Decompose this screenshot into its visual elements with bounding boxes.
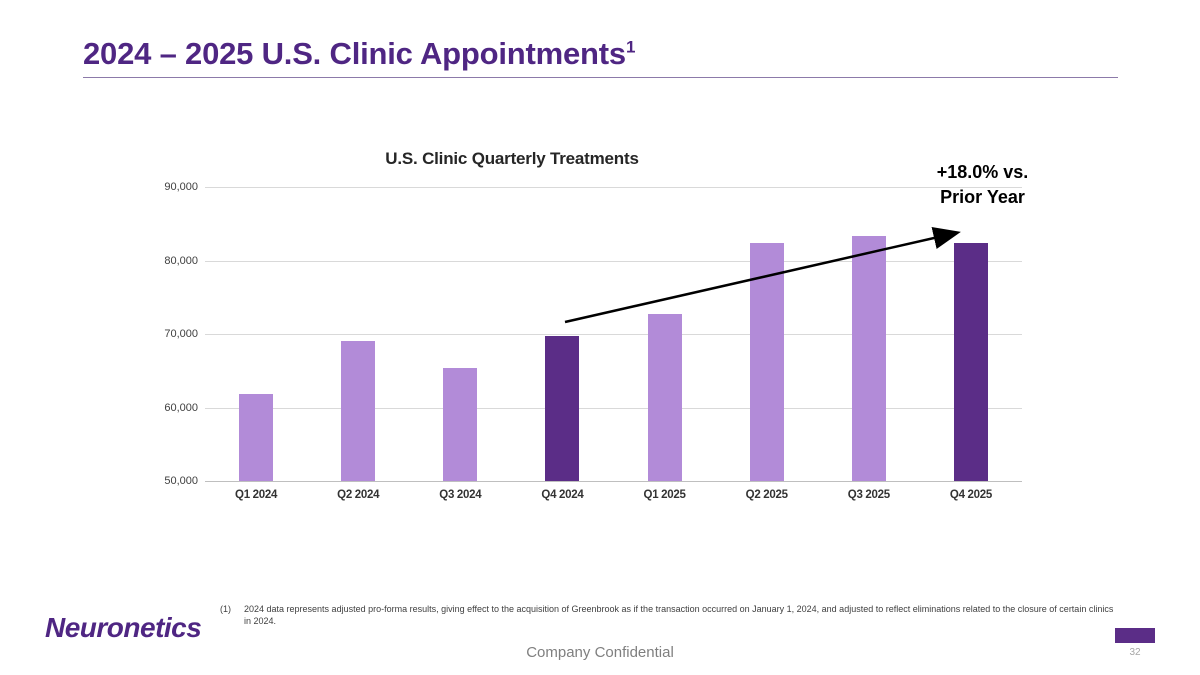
- gridline: [205, 407, 1022, 409]
- bar-column: [205, 187, 307, 481]
- bar-column: [920, 187, 1022, 481]
- x-tick-label: Q1 2024: [235, 489, 278, 501]
- bars: [205, 187, 1022, 481]
- bar-q2-2025: [749, 242, 784, 481]
- x-tick-label: Q3 2024: [439, 489, 482, 501]
- x-tick-label: Q3 2025: [847, 489, 890, 501]
- bar-q4-2024: [545, 335, 580, 481]
- growth-annotation-line2: Prior Year: [940, 187, 1025, 208]
- x-tick-label: Q1 2025: [643, 489, 686, 501]
- bar-column: [818, 187, 920, 481]
- y-tick-label: 50,000: [164, 475, 198, 487]
- bar-q4-2025: [953, 242, 988, 481]
- chart-title: U.S. Clinic Quarterly Treatments: [385, 149, 639, 168]
- x-axis-line: [205, 481, 1022, 482]
- page-number: 32: [1129, 647, 1141, 658]
- footer-confidential-label: Company Confidential: [526, 644, 674, 661]
- gridline: [205, 334, 1022, 335]
- page-number-tab: [1115, 628, 1155, 643]
- x-tick-label: Q2 2025: [745, 489, 788, 501]
- x-tick-label: Q2 2024: [337, 489, 380, 501]
- x-tick-label: Q4 2024: [541, 489, 584, 501]
- bar-q1-2025: [647, 314, 682, 481]
- footnote-text: 2024 data represents adjusted pro-forma …: [244, 604, 1114, 626]
- bar-q1-2024: [239, 394, 274, 481]
- slide-title-footnote-ref: 1: [625, 37, 636, 57]
- slide-title-text: 2024 – 2025 U.S. Clinic Appointments: [83, 36, 626, 71]
- x-tick-label: Q4 2025: [949, 489, 992, 501]
- y-tick-label: 90,000: [164, 181, 198, 193]
- y-axis-labels: 50,000 60,000 70,000 80,000 90,000: [120, 181, 198, 487]
- y-tick-label: 80,000: [164, 254, 198, 267]
- y-tick-label: 70,000: [164, 328, 198, 340]
- y-tick-label: 60,000: [164, 401, 198, 414]
- bar-column: [409, 187, 511, 481]
- footnote-marker: (1): [220, 604, 231, 614]
- bar-q3-2025: [851, 235, 886, 481]
- bar-column: [511, 187, 613, 481]
- gridline: [205, 187, 1022, 188]
- growth-annotation-line1: +18.0% vs.: [936, 162, 1029, 182]
- bar-q2-2024: [341, 341, 376, 481]
- bar-q3-2024: [443, 367, 478, 481]
- x-axis-labels: Q1 2024 Q2 2024 Q3 2024 Q4 2024 Q1 2025 Q2 20…: [205, 489, 1022, 501]
- bar-column: [307, 187, 409, 481]
- neuronetics-logo: Neuronetics: [45, 612, 202, 643]
- title-underline: [83, 77, 1118, 78]
- growth-annotation: +18.0% vs. Prior Year: [900, 160, 1065, 210]
- slide-title: 2024 – 2025 U.S. Clinic Appointments1: [83, 36, 635, 72]
- plot-area: [205, 187, 1022, 482]
- bar-column: [716, 187, 818, 481]
- bar-column: [614, 187, 716, 481]
